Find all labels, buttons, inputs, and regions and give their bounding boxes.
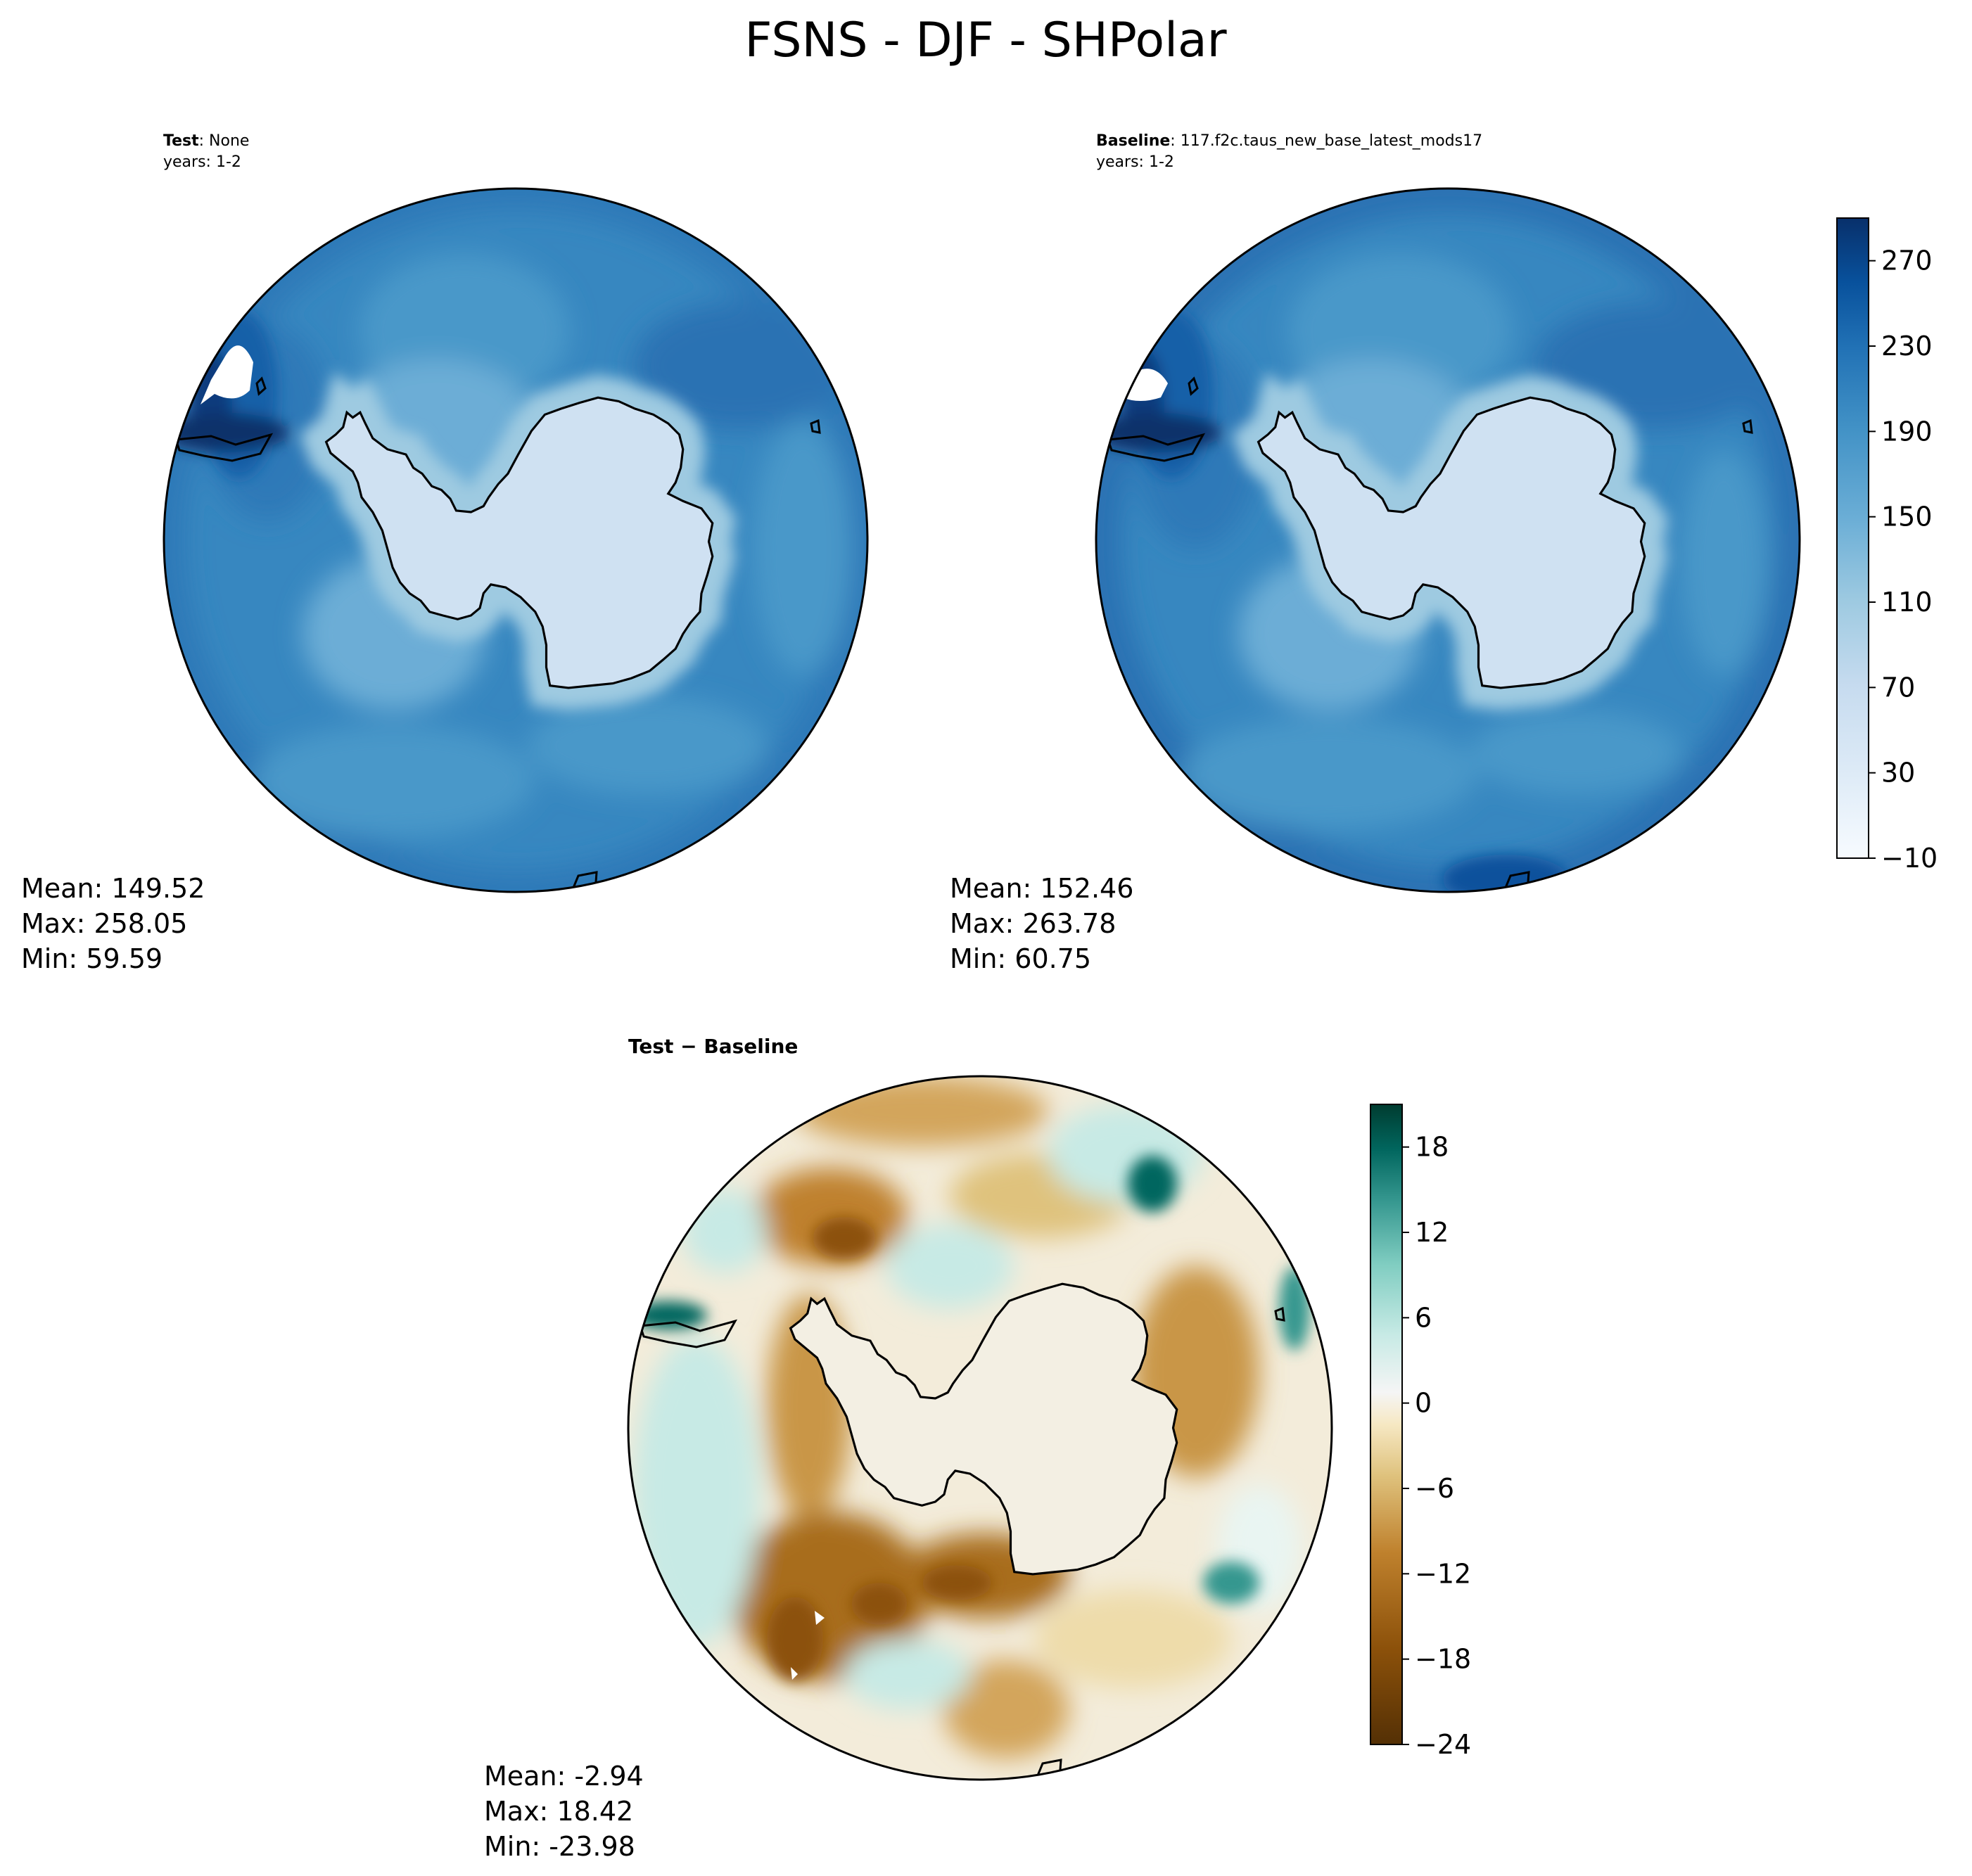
- colorbar-blues: −10 30 70 110 150 190 230 270: [1836, 217, 1938, 874]
- panel-diff: Test − Baseline: [627, 1035, 1333, 1781]
- test-min: Min: 59.59: [21, 943, 163, 974]
- colorbar-diff-tick-label: −18: [1415, 1644, 1471, 1675]
- map-diff-boundary: [627, 1075, 1333, 1781]
- colorbar-diff-tick-label: 18: [1415, 1132, 1449, 1163]
- panel-diff-label: Test − Baseline: [628, 1035, 798, 1058]
- colorbar-diff-tick-label: −24: [1415, 1729, 1471, 1760]
- test-mean: Mean: 149.52: [21, 873, 205, 904]
- panel-diff-stats: Mean: -2.94 Max: 18.42 Min: -23.98: [484, 1761, 644, 1862]
- colorbar-diff-tick-label: 6: [1415, 1302, 1432, 1333]
- colorbar-diff-tick-label: −12: [1415, 1558, 1471, 1589]
- colorbar-diff-tick-label: 0: [1415, 1388, 1432, 1419]
- panel-baseline-years: years: 1-2: [1096, 153, 1174, 171]
- map-test: [164, 189, 867, 892]
- colorbar-blues-bar: [1836, 217, 1869, 859]
- panel-test: Test: None years: 1-2: [163, 132, 869, 893]
- colorbar-blues-ticks: −10 30 70 110 150 190 230 270: [1869, 245, 1938, 874]
- baseline-mean: Mean: 152.46: [950, 873, 1133, 904]
- map-baseline: [1096, 189, 1800, 892]
- colorbar-blues-tick-label: −10: [1881, 843, 1938, 874]
- map-test-boundary: [163, 187, 869, 893]
- map-diff: [628, 1076, 1332, 1780]
- panel-baseline-label: Baseline: 117.f2c.taus_new_base_latest_m…: [1096, 132, 1482, 150]
- colorbar-diff-bar: [1370, 1104, 1403, 1745]
- colorbar-diff-tick-label: 12: [1415, 1217, 1449, 1248]
- baseline-min: Min: 60.75: [950, 943, 1091, 974]
- panel-baseline: Baseline: 117.f2c.taus_new_base_latest_m…: [1095, 132, 1801, 893]
- colorbar-diff: −24 −18 −12 −6 0 6 12 18: [1370, 1104, 1471, 1760]
- diff-max: Max: 18.42: [484, 1796, 633, 1827]
- colorbar-diff-ticks: −24 −18 −12 −6 0 6 12 18: [1402, 1132, 1471, 1760]
- colorbar-diff-tick-label: −6: [1415, 1473, 1454, 1504]
- figure-title: FSNS - DJF - SHPolar: [744, 13, 1226, 68]
- panel-test-stats: Mean: 149.52 Max: 258.05 Min: 59.59: [21, 873, 205, 974]
- panel-test-label: Test: None: [163, 132, 249, 150]
- colorbar-blues-tick-label: 270: [1881, 245, 1933, 276]
- diff-mean: Mean: -2.94: [484, 1761, 644, 1792]
- diff-min: Min: -23.98: [484, 1831, 635, 1862]
- map-baseline-boundary: [1095, 187, 1801, 893]
- colorbar-blues-tick-label: 30: [1881, 758, 1915, 789]
- colorbar-blues-tick-label: 190: [1881, 416, 1933, 447]
- colorbar-blues-tick-label: 70: [1881, 672, 1915, 703]
- colorbar-blues-tick-label: 230: [1881, 331, 1933, 362]
- test-max: Max: 258.05: [21, 908, 187, 939]
- colorbar-blues-tick-label: 110: [1881, 587, 1933, 618]
- colorbar-blues-tick-label: 150: [1881, 502, 1933, 532]
- baseline-max: Max: 263.78: [950, 908, 1116, 939]
- panel-baseline-stats: Mean: 152.46 Max: 263.78 Min: 60.75: [950, 873, 1133, 974]
- panel-test-years: years: 1-2: [163, 153, 241, 171]
